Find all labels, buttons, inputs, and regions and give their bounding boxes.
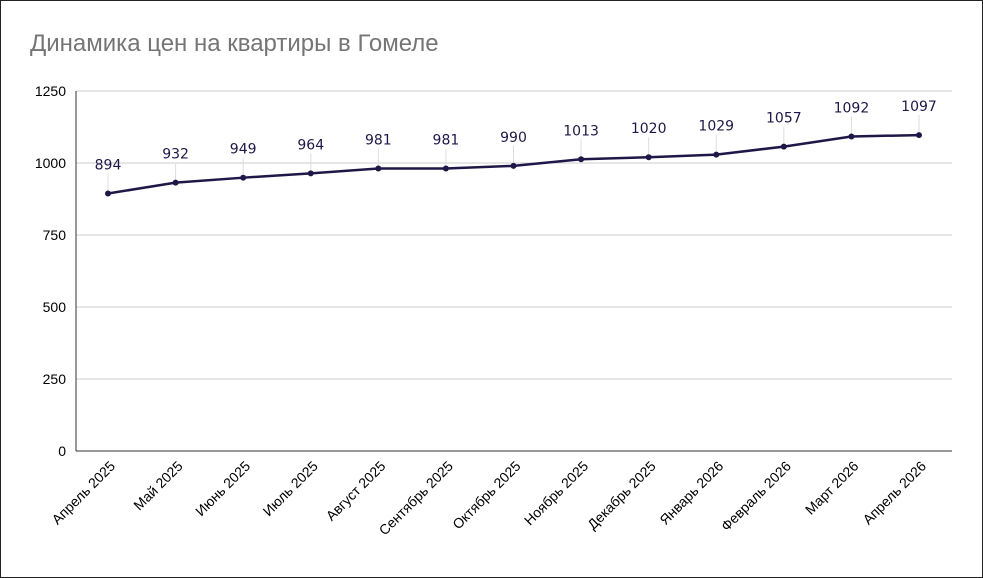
x-tick-label: Июль 2025: [260, 458, 321, 519]
y-tick-label: 1250: [35, 83, 66, 99]
x-tick-label: Май 2025: [130, 458, 186, 514]
chart-title: Динамика цен на квартиры в Гомеле: [30, 30, 439, 57]
data-label: 894: [95, 158, 122, 174]
x-tick-label: Апрель 2025: [48, 458, 118, 528]
data-label: 1029: [698, 119, 734, 135]
data-point: [442, 165, 449, 172]
data-label: 981: [433, 132, 460, 148]
x-tick-label: Февраль 2026: [718, 458, 794, 534]
x-tick-label: Март 2026: [802, 458, 862, 518]
data-label: 964: [297, 137, 324, 153]
data-point: [172, 179, 179, 186]
data-label: 949: [230, 142, 257, 158]
data-point: [578, 156, 585, 163]
data-label: 1013: [563, 123, 599, 139]
y-tick-label: 250: [43, 371, 67, 387]
y-tick-label: 500: [43, 299, 67, 315]
y-tick-label: 0: [58, 443, 66, 459]
data-point: [307, 170, 314, 177]
x-tick-label: Октябрь 2025: [449, 458, 524, 533]
x-tick-label: Июнь 2025: [192, 458, 253, 519]
data-point: [713, 151, 720, 158]
data-point: [780, 143, 787, 150]
data-point: [375, 165, 382, 172]
x-tick-label: Апрель 2026: [859, 458, 929, 528]
x-tick-label: Декабрь 2025: [584, 458, 659, 533]
data-label: 1057: [766, 111, 802, 127]
y-tick-label: 750: [43, 227, 67, 243]
x-tick-label: Ноябрь 2025: [521, 458, 592, 529]
data-point: [105, 190, 111, 197]
data-point: [645, 154, 652, 161]
data-label: 981: [365, 132, 392, 148]
data-label: 1092: [834, 101, 870, 117]
x-tick-label: Январь 2026: [656, 458, 726, 528]
data-label: 932: [162, 147, 189, 163]
data-label: 990: [500, 130, 527, 146]
data-point: [916, 132, 922, 139]
data-label: 1097: [901, 99, 937, 115]
data-label: 1020: [631, 121, 667, 137]
data-point: [240, 174, 247, 181]
x-tick-label: Август 2025: [323, 458, 389, 524]
data-point: [510, 162, 517, 169]
y-tick-label: 1000: [35, 155, 66, 171]
data-point: [848, 133, 855, 140]
